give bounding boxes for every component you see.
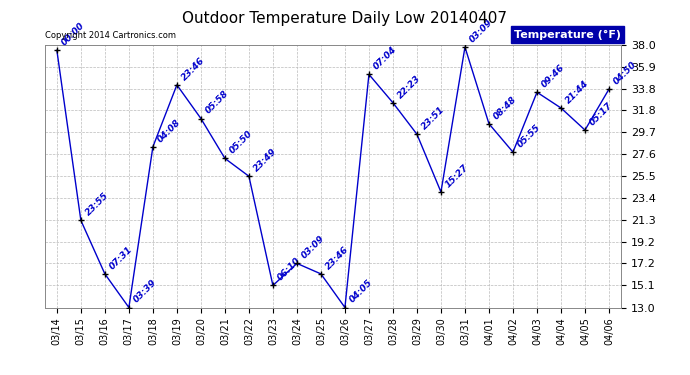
Text: 15:27: 15:27: [444, 163, 471, 189]
Text: 05:58: 05:58: [204, 89, 230, 116]
Text: 22:23: 22:23: [396, 74, 422, 100]
Text: Temperature (°F): Temperature (°F): [514, 30, 621, 40]
Text: 07:04: 07:04: [372, 45, 398, 72]
Text: 09:46: 09:46: [540, 63, 566, 90]
Text: 05:17: 05:17: [588, 100, 614, 127]
Text: 04:08: 04:08: [156, 117, 182, 144]
Text: 07:31: 07:31: [108, 244, 135, 271]
Text: 23:49: 23:49: [252, 147, 278, 174]
Text: 03:09: 03:09: [299, 234, 326, 261]
Text: 00:00: 00:00: [59, 21, 86, 48]
Text: 23:46: 23:46: [324, 244, 351, 271]
Text: 23:55: 23:55: [83, 191, 110, 217]
Text: 03:09: 03:09: [468, 18, 494, 44]
Text: 23:51: 23:51: [420, 105, 446, 132]
Text: 05:55: 05:55: [515, 123, 542, 149]
Text: Copyright 2014 Cartronics.com: Copyright 2014 Cartronics.com: [45, 31, 176, 40]
Text: 03:39: 03:39: [132, 278, 158, 305]
Text: 23:46: 23:46: [179, 56, 206, 82]
Text: 04:05: 04:05: [348, 278, 374, 305]
Text: 06:10: 06:10: [276, 256, 302, 283]
Text: Outdoor Temperature Daily Low 20140407: Outdoor Temperature Daily Low 20140407: [182, 11, 508, 26]
Text: 08:48: 08:48: [492, 94, 518, 121]
Text: 05:50: 05:50: [228, 129, 255, 156]
Text: 04:50: 04:50: [612, 60, 638, 86]
Text: 21:44: 21:44: [564, 79, 591, 105]
